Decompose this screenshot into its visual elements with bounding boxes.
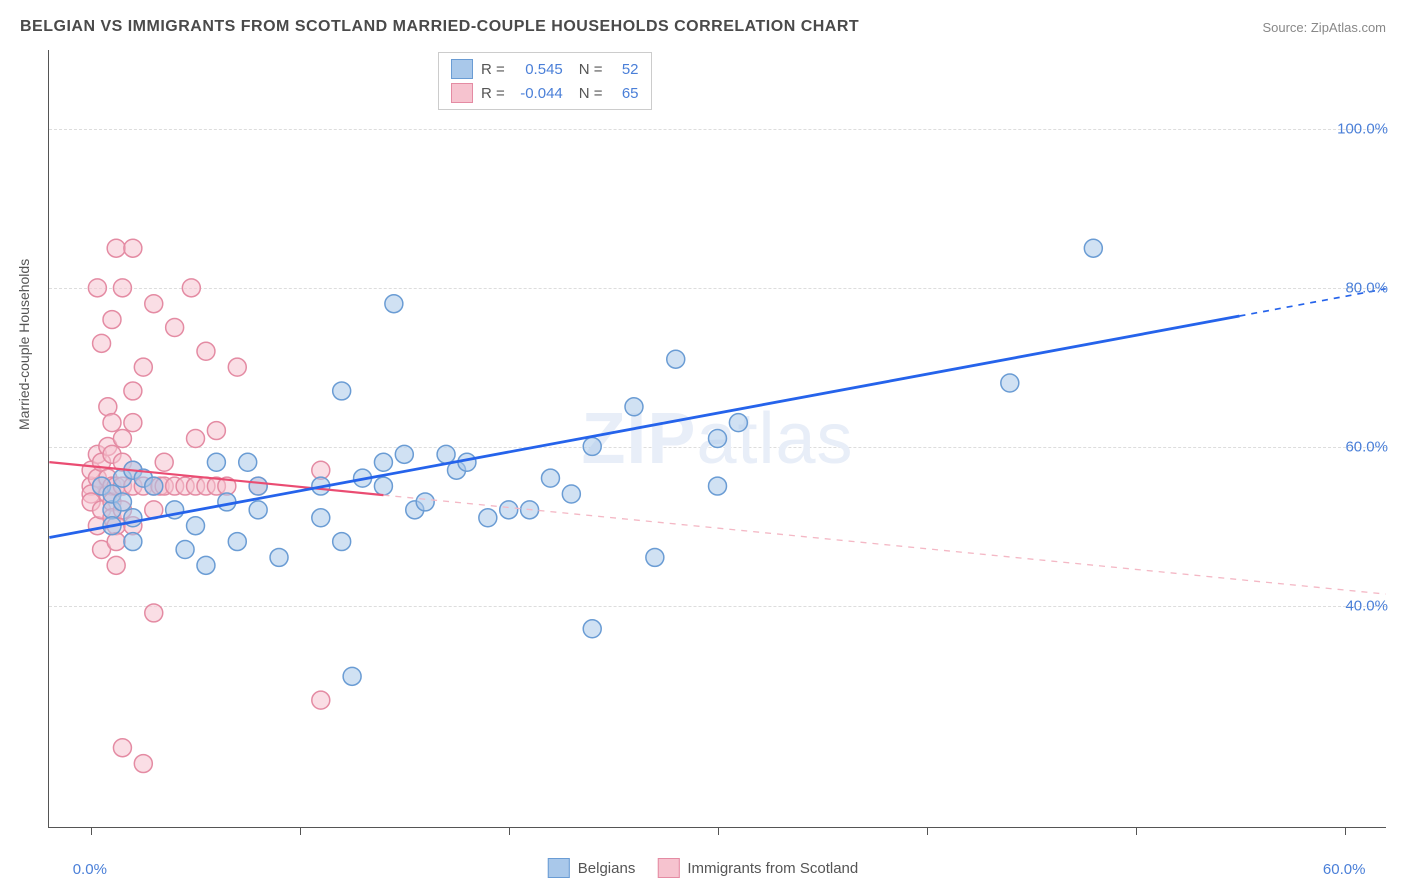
stats-box: R = 0.545 N = 52 R = -0.044 N = 65 <box>438 52 652 110</box>
chart-title: BELGIAN VS IMMIGRANTS FROM SCOTLAND MARR… <box>20 18 859 36</box>
y-tick-label: 80.0% <box>1345 280 1388 297</box>
stats-row-series2: R = -0.044 N = 65 <box>451 81 639 105</box>
gridline <box>49 288 1386 289</box>
stats-row-series1: R = 0.545 N = 52 <box>451 57 639 81</box>
legend: Belgians Immigrants from Scotland <box>548 858 858 878</box>
gridline <box>49 447 1386 448</box>
swatch-series1 <box>451 59 473 79</box>
swatch-series1 <box>548 858 570 878</box>
y-tick-label: 60.0% <box>1345 438 1388 455</box>
y-tick-label: 40.0% <box>1345 597 1388 614</box>
x-tick-label: 60.0% <box>1323 861 1366 878</box>
chart-svg <box>49 50 1386 827</box>
x-tick <box>718 827 719 835</box>
x-tick-label: 0.0% <box>73 861 107 878</box>
watermark: ZIPatlas <box>581 398 853 480</box>
x-tick <box>300 827 301 835</box>
y-axis-label: Married-couple Households <box>16 259 32 430</box>
swatch-series2 <box>657 858 679 878</box>
x-tick <box>91 827 92 835</box>
x-tick <box>509 827 510 835</box>
plot-area: ZIPatlas <box>48 50 1386 828</box>
legend-item-series2: Immigrants from Scotland <box>657 858 858 878</box>
gridline <box>49 129 1386 130</box>
x-tick <box>1136 827 1137 835</box>
legend-item-series1: Belgians <box>548 858 636 878</box>
y-tick-label: 100.0% <box>1337 121 1388 138</box>
x-tick <box>927 827 928 835</box>
gridline <box>49 606 1386 607</box>
swatch-series2 <box>451 83 473 103</box>
source-attribution: Source: ZipAtlas.com <box>1262 20 1386 35</box>
x-tick <box>1345 827 1346 835</box>
